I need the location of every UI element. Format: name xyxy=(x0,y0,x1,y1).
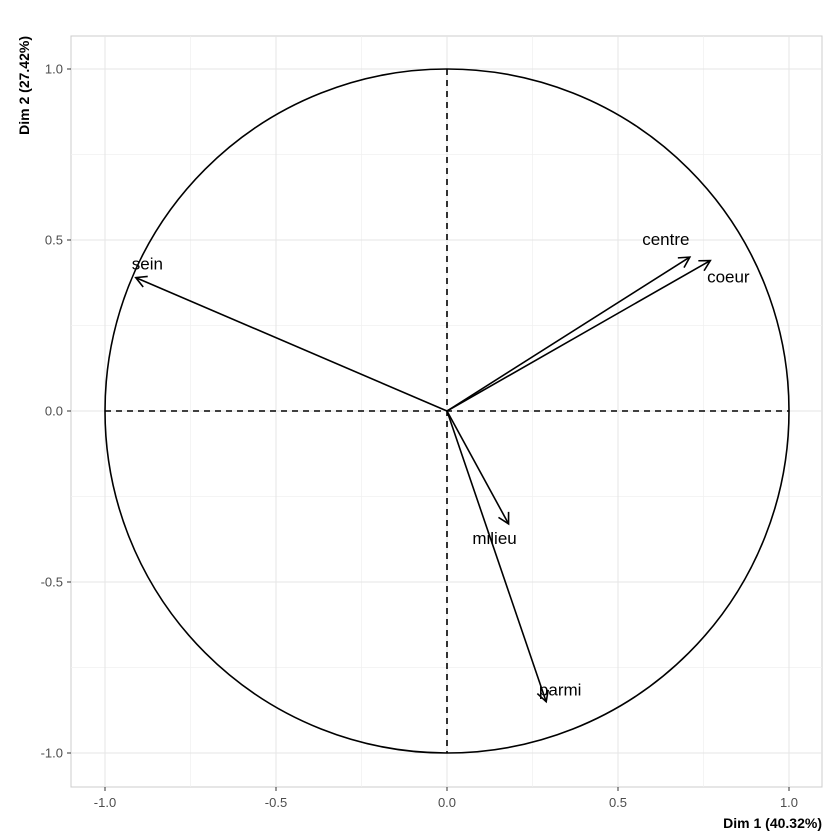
arrow-sein xyxy=(135,276,448,412)
y-tick-label: 0.5 xyxy=(45,233,63,248)
arrowhead-parmi xyxy=(536,689,550,704)
x-axis-title: Dim 1 (40.32%) xyxy=(723,815,822,831)
arrowhead-centre xyxy=(677,256,692,268)
arrow-coeur xyxy=(446,259,711,412)
x-tick-label: -1.0 xyxy=(94,795,116,810)
label-centre: centre xyxy=(642,230,689,249)
axis-ticks: -1.0 -0.5 0.0 0.5 1.0 -1.0 -0.5 0.0 0.5 1.0 xyxy=(41,62,798,811)
y-axis-title: Dim 2 (27.42%) xyxy=(16,36,32,135)
arrowhead-milieu xyxy=(498,511,510,526)
unit-circle-group xyxy=(104,68,790,754)
x-tick-label: 0.5 xyxy=(609,795,627,810)
arrow-parmi xyxy=(446,410,547,702)
arrow-centre xyxy=(446,256,691,412)
arrowhead-sein xyxy=(134,275,148,288)
x-tick-label: 0.0 xyxy=(438,795,456,810)
variable-arrows: sein centre coeur milieu parmi xyxy=(132,230,750,704)
label-milieu: milieu xyxy=(472,529,516,548)
y-tick-label: 1.0 xyxy=(45,62,63,77)
x-tick-label: -0.5 xyxy=(265,795,287,810)
y-tick-label: -0.5 xyxy=(41,575,63,590)
unit-circle xyxy=(104,68,790,754)
y-tick-label: -1.0 xyxy=(41,746,63,761)
label-sein: sein xyxy=(132,255,163,274)
x-tick-label: 1.0 xyxy=(780,795,798,810)
label-parmi: parmi xyxy=(539,681,582,700)
y-tick-label: 0.0 xyxy=(45,404,63,419)
arrowhead-coeur xyxy=(698,259,712,272)
arrow-milieu xyxy=(446,410,510,525)
label-coeur: coeur xyxy=(707,268,750,287)
